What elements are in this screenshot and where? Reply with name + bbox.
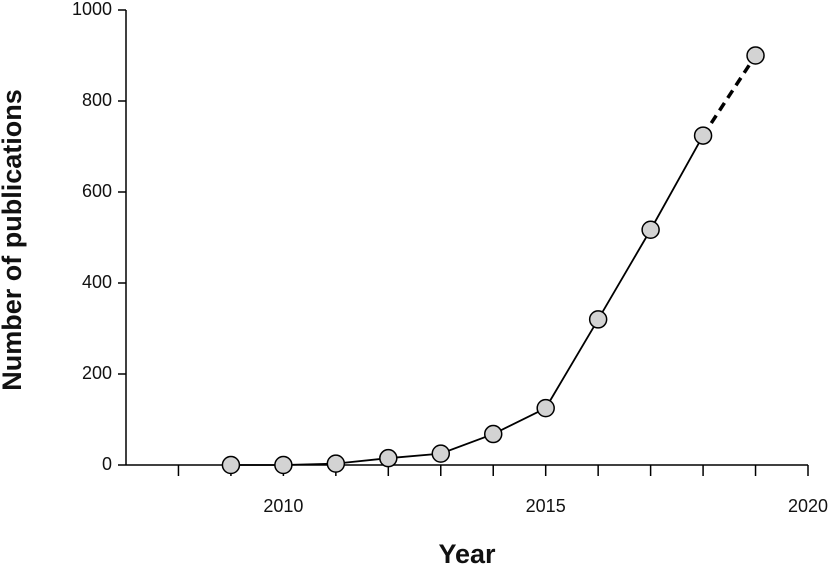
y-tick-label: 600 bbox=[82, 181, 112, 201]
y-tick-label: 800 bbox=[82, 90, 112, 110]
marker bbox=[746, 46, 765, 65]
marker bbox=[536, 398, 555, 418]
projected-line bbox=[701, 54, 758, 137]
marker bbox=[483, 424, 503, 444]
y-tick-label: 200 bbox=[82, 363, 112, 383]
x-tick-label: 2015 bbox=[526, 496, 566, 516]
y-tick-label: 0 bbox=[102, 454, 112, 474]
line bbox=[230, 135, 704, 466]
marker bbox=[379, 448, 398, 468]
x-tick-label: 2010 bbox=[263, 496, 303, 516]
x-tick-label: 2020 bbox=[788, 496, 828, 516]
marker bbox=[588, 310, 608, 329]
y-tick-label: 400 bbox=[82, 272, 112, 292]
x-axis-title: Year bbox=[438, 539, 496, 569]
marker bbox=[693, 126, 713, 145]
marker bbox=[326, 454, 346, 473]
y-axis-title: Number of publications bbox=[0, 89, 27, 391]
marker bbox=[274, 455, 293, 475]
marker bbox=[221, 455, 241, 475]
y-tick-label: 1000 bbox=[72, 0, 112, 19]
marker bbox=[641, 220, 660, 240]
marker bbox=[431, 444, 451, 463]
